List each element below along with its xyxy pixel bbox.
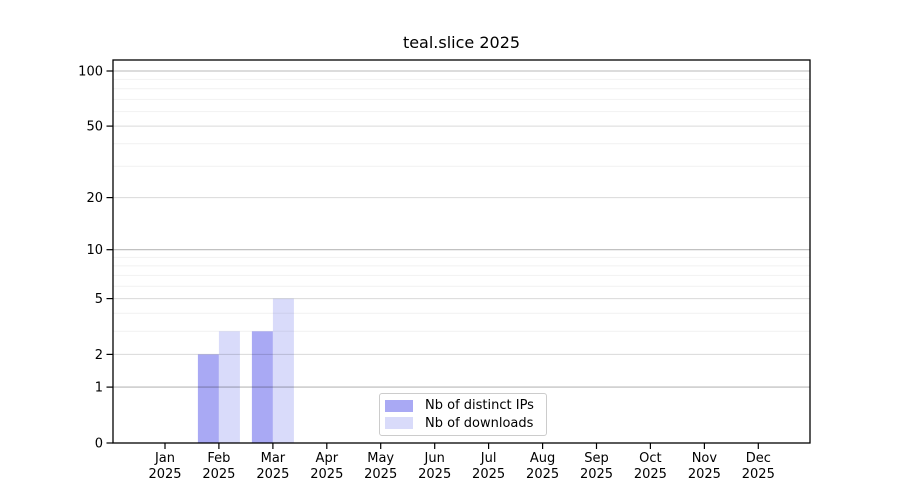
x-tick-label-year: 2025 (310, 467, 343, 482)
axes-spines (112, 59, 811, 444)
bar (197, 354, 219, 443)
x-tick-label-year: 2025 (688, 467, 721, 482)
y-tick-label: 10 (86, 243, 103, 258)
x-tick-label-month: Nov (692, 451, 718, 466)
x-tick-label-year: 2025 (202, 467, 235, 482)
y-tick-label: 20 (86, 191, 103, 206)
x-tick-label-month: Aug (530, 451, 555, 466)
y-tick-label: 5 (95, 292, 103, 307)
x-tick-label-month: Feb (207, 451, 230, 466)
y-tick-label: 1 (95, 381, 103, 396)
legend-item-downloads: Nb of downloads (385, 415, 540, 433)
x-tick-label-month: May (367, 451, 394, 466)
legend-item-distinct-ips: Nb of distinct IPs (385, 397, 540, 415)
legend-label-downloads: Nb of downloads (425, 415, 534, 431)
x-tick-label-month: Mar (261, 451, 286, 466)
x-tick-label-month: Jul (480, 451, 497, 466)
x-tick-label-month: Jan (154, 451, 175, 466)
x-tick-label-month: Apr (316, 451, 339, 466)
bar (272, 298, 294, 443)
x-tick-label-year: 2025 (418, 467, 451, 482)
legend-swatch-distinct-ips (385, 399, 413, 412)
x-tick-label-month: Jun (424, 451, 445, 466)
x-tick-label-year: 2025 (256, 467, 289, 482)
y-tick-label: 50 (86, 120, 103, 135)
x-tick-label-month: Sep (584, 451, 609, 466)
x-tick-label-month: Dec (746, 451, 771, 466)
x-tick-label-year: 2025 (742, 467, 775, 482)
legend: Nb of distinct IPs Nb of downloads (379, 393, 547, 436)
bar (251, 331, 273, 443)
y-tick-label: 100 (78, 65, 103, 80)
x-tick-label-year: 2025 (580, 467, 613, 482)
y-tick-label: 0 (95, 437, 103, 452)
x-tick-label-year: 2025 (364, 467, 397, 482)
x-tick-label-year: 2025 (634, 467, 667, 482)
y-tick-label: 2 (95, 348, 103, 363)
bar (218, 331, 240, 443)
x-tick-label-year: 2025 (148, 467, 181, 482)
legend-label-distinct-ips: Nb of distinct IPs (425, 398, 534, 414)
chart-title: teal.slice 2025 (402, 33, 521, 52)
x-tick-label-year: 2025 (472, 467, 505, 482)
x-tick-label-year: 2025 (526, 467, 559, 482)
legend-swatch-downloads (385, 417, 413, 430)
x-tick-label-month: Oct (639, 451, 661, 466)
